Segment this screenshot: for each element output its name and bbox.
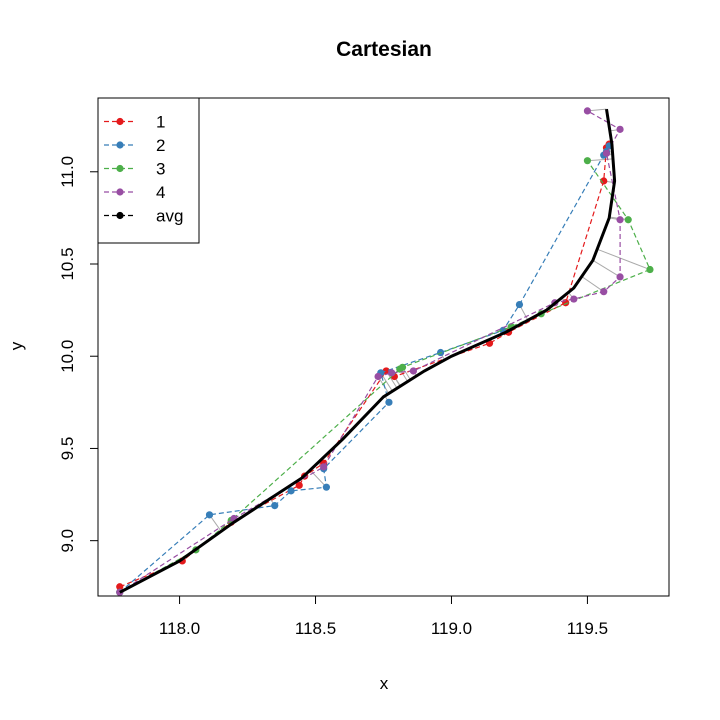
series-avg bbox=[119, 108, 617, 594]
point-series-1 bbox=[295, 481, 303, 489]
y-tick-label: 10.5 bbox=[58, 247, 77, 280]
point-series-4 bbox=[570, 295, 578, 303]
chart-title: Cartesian bbox=[336, 38, 432, 61]
legend-label-avg: avg bbox=[156, 206, 183, 225]
connector-line bbox=[581, 276, 605, 293]
point-series-2 bbox=[271, 502, 279, 510]
y-tick-label: 11.0 bbox=[58, 156, 77, 188]
y-axis-label: y bbox=[7, 341, 26, 350]
point-series-4 bbox=[583, 107, 592, 115]
x-tick-label: 118.0 bbox=[159, 619, 200, 638]
series-line-2 bbox=[119, 145, 610, 593]
point-series-4 bbox=[374, 372, 382, 381]
legend-label-1: 1 bbox=[156, 112, 165, 131]
connector-line bbox=[596, 248, 651, 271]
series-layer bbox=[116, 107, 654, 596]
point-series-1 bbox=[116, 583, 124, 591]
point-series-3 bbox=[583, 157, 592, 165]
legend-marker-2 bbox=[116, 141, 124, 149]
series-line-3 bbox=[119, 160, 651, 593]
point-series-4 bbox=[616, 216, 624, 224]
plot-frame bbox=[97, 97, 670, 597]
legend-label-2: 2 bbox=[156, 136, 165, 155]
point-series-2 bbox=[205, 511, 214, 519]
point-series-4 bbox=[320, 463, 328, 471]
point-series-4 bbox=[409, 367, 418, 375]
point-series-2 bbox=[287, 487, 295, 495]
y-tick-label: 9.5 bbox=[58, 437, 77, 461]
point-series-4 bbox=[600, 288, 608, 296]
legend-marker-1 bbox=[116, 117, 124, 126]
point-series-3 bbox=[398, 363, 407, 371]
x-tick-label: 118.5 bbox=[295, 619, 336, 638]
series-line-avg bbox=[119, 108, 617, 594]
y-tick-label: 10.0 bbox=[58, 340, 77, 373]
connector-line bbox=[592, 259, 621, 278]
legend-label-3: 3 bbox=[156, 159, 165, 178]
point-series-2 bbox=[322, 483, 330, 491]
legend-marker-3 bbox=[116, 164, 124, 173]
connector-line bbox=[587, 158, 614, 162]
point-series-4 bbox=[616, 273, 624, 281]
legend-box bbox=[97, 97, 200, 244]
point-series-2 bbox=[385, 398, 393, 406]
point-series-3 bbox=[646, 265, 654, 274]
legend-marker-avg bbox=[116, 211, 124, 220]
point-series-3 bbox=[624, 216, 632, 224]
x-tick-label: 119.0 bbox=[431, 619, 472, 638]
x-tick-label: 119.5 bbox=[567, 619, 608, 638]
legend-label-4: 4 bbox=[156, 183, 165, 202]
point-series-1 bbox=[382, 367, 390, 375]
series-line-4 bbox=[119, 110, 621, 593]
y-tick-label: 9.0 bbox=[58, 529, 77, 553]
legend-marker-4 bbox=[116, 188, 124, 196]
legend: 1 2 3 4 avg bbox=[97, 97, 200, 244]
point-series-2 bbox=[515, 300, 524, 309]
point-series-1 bbox=[600, 177, 608, 185]
point-series-4 bbox=[388, 369, 396, 377]
point-series-4 bbox=[616, 125, 624, 133]
point-series-4 bbox=[602, 149, 611, 157]
x-axis-label: x bbox=[380, 674, 389, 693]
series-4 bbox=[116, 107, 624, 596]
